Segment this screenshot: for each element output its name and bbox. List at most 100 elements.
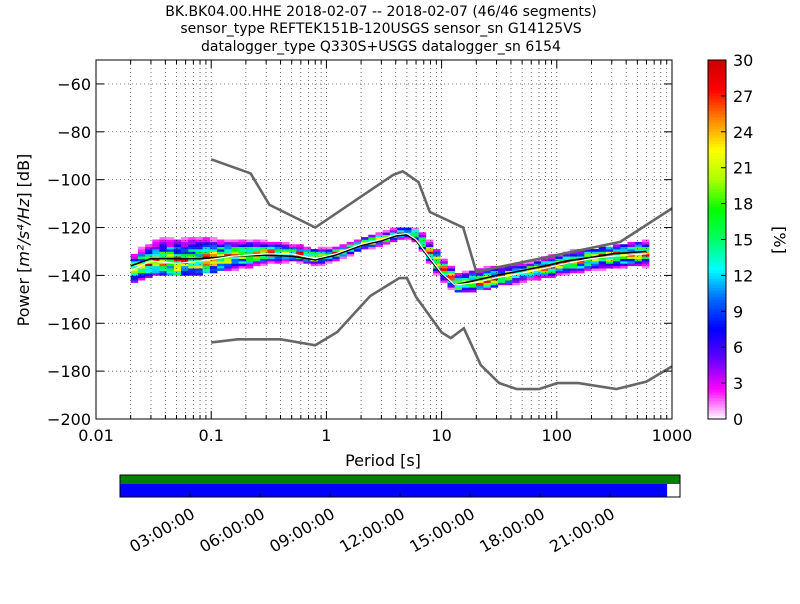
heatmap-cell <box>411 227 419 231</box>
heatmap-cell <box>404 229 412 233</box>
colorbar-tick-label: 0 <box>733 410 743 429</box>
heatmap-cell <box>447 273 455 276</box>
heatmap-cell <box>519 265 527 269</box>
heatmap-cell <box>145 275 153 279</box>
heatmap-cell <box>217 261 225 264</box>
heatmap-cell <box>231 265 239 269</box>
heatmap-cell <box>188 258 196 262</box>
heatmap-cell <box>533 270 542 274</box>
heatmap-cell <box>598 251 607 255</box>
colorbar-segment <box>708 74 726 79</box>
heatmap-cell <box>173 265 182 269</box>
heatmap-cell <box>317 258 326 262</box>
colorbar-segment <box>708 80 726 85</box>
heatmap-cell <box>231 251 239 255</box>
colorbar-segment <box>708 296 726 300</box>
heatmap-cell <box>555 270 563 274</box>
nhnm-noise-model-line <box>210 158 673 274</box>
heatmap-cell <box>454 277 463 281</box>
heatmap-cell <box>159 263 167 267</box>
heatmap-cell <box>562 256 571 259</box>
heatmap-cell <box>641 253 650 257</box>
heatmap-cell <box>188 253 196 257</box>
heatmap-cell <box>231 244 239 247</box>
colorbar-segment <box>708 350 726 354</box>
heatmap-cell <box>605 263 614 267</box>
heatmap-cell <box>159 270 167 274</box>
heatmap-cell <box>152 273 160 276</box>
heatmap-cell <box>634 263 643 267</box>
heatmap-cell <box>217 258 225 262</box>
heatmap-cell <box>613 261 621 264</box>
colorbar-segment <box>708 368 726 372</box>
heatmap-cell <box>152 268 160 271</box>
heatmap-cell <box>274 251 283 255</box>
heatmap-cell <box>332 249 340 252</box>
colorbar-segment <box>708 281 726 285</box>
colorbar-segment <box>708 413 726 417</box>
colorbar-segment <box>708 194 726 199</box>
heatmap-cell <box>584 258 592 262</box>
heatmap-cell <box>382 229 391 233</box>
colorbar-segment <box>708 152 726 157</box>
heatmap-cell <box>260 244 268 247</box>
heatmap-cell <box>152 241 160 245</box>
colorbar-segment <box>708 242 726 246</box>
heatmap-cell <box>303 246 311 250</box>
colorbar-segment <box>708 251 726 255</box>
colorbar-segment <box>708 173 726 178</box>
heatmap-cell <box>598 263 607 267</box>
heatmap-cell <box>152 239 160 243</box>
colorbar-segment <box>708 359 726 363</box>
colorbar-segment <box>708 329 726 333</box>
heatmap-cell <box>145 263 153 267</box>
heatmap-cell <box>605 258 614 262</box>
heatmap-cell <box>447 287 455 291</box>
heatmap-cell <box>289 244 297 247</box>
colorbar-tick-label: 27 <box>733 87 753 106</box>
heatmap-cell <box>274 246 283 250</box>
heatmap-cell <box>152 258 160 262</box>
heatmap-cell <box>418 232 427 236</box>
heatmap-cell <box>245 239 254 243</box>
heatmap-cell <box>440 263 448 267</box>
heatmap-cell <box>238 263 247 267</box>
heatmap-cell <box>217 244 225 247</box>
colorbar-segment <box>708 389 726 393</box>
colorbar-segment <box>708 218 726 222</box>
colorbar-segment <box>708 341 726 345</box>
heatmap-cell <box>166 256 175 259</box>
heatmap-cell <box>598 246 607 250</box>
heatmap-cell <box>130 280 139 283</box>
heatmap-cell <box>173 258 182 262</box>
heatmap-cell <box>469 273 477 276</box>
heatmap-cell <box>145 268 153 271</box>
heatmap-cell <box>512 275 520 279</box>
heatmap-cell <box>238 256 247 259</box>
heatmap-cell <box>375 244 383 247</box>
heatmap-cell <box>634 253 643 257</box>
heatmap-cell <box>231 241 239 245</box>
heatmap-cell <box>613 256 621 259</box>
heatmap-cell <box>159 237 167 240</box>
heatmap-cell <box>166 239 175 243</box>
heatmap-cell <box>195 263 203 267</box>
heatmap-cell <box>159 239 167 243</box>
colorbar-segment <box>708 332 726 336</box>
heatmap-cell <box>368 244 376 247</box>
heatmap-cell <box>361 239 369 243</box>
heatmap-cell <box>541 265 549 269</box>
heatmap-cell <box>253 251 261 255</box>
heatmap-cell <box>181 244 189 247</box>
heatmap-cell <box>296 246 304 250</box>
heatmap-cell <box>411 232 419 236</box>
heatmap-cell <box>584 261 592 264</box>
heatmap-cell <box>209 241 218 245</box>
heatmap-cell <box>159 268 167 271</box>
heatmap-cell <box>433 270 441 274</box>
heatmap-cell <box>281 249 290 252</box>
heatmap-cell <box>325 246 333 250</box>
heatmap-cell <box>281 258 290 262</box>
heatmap-cell <box>519 277 527 281</box>
